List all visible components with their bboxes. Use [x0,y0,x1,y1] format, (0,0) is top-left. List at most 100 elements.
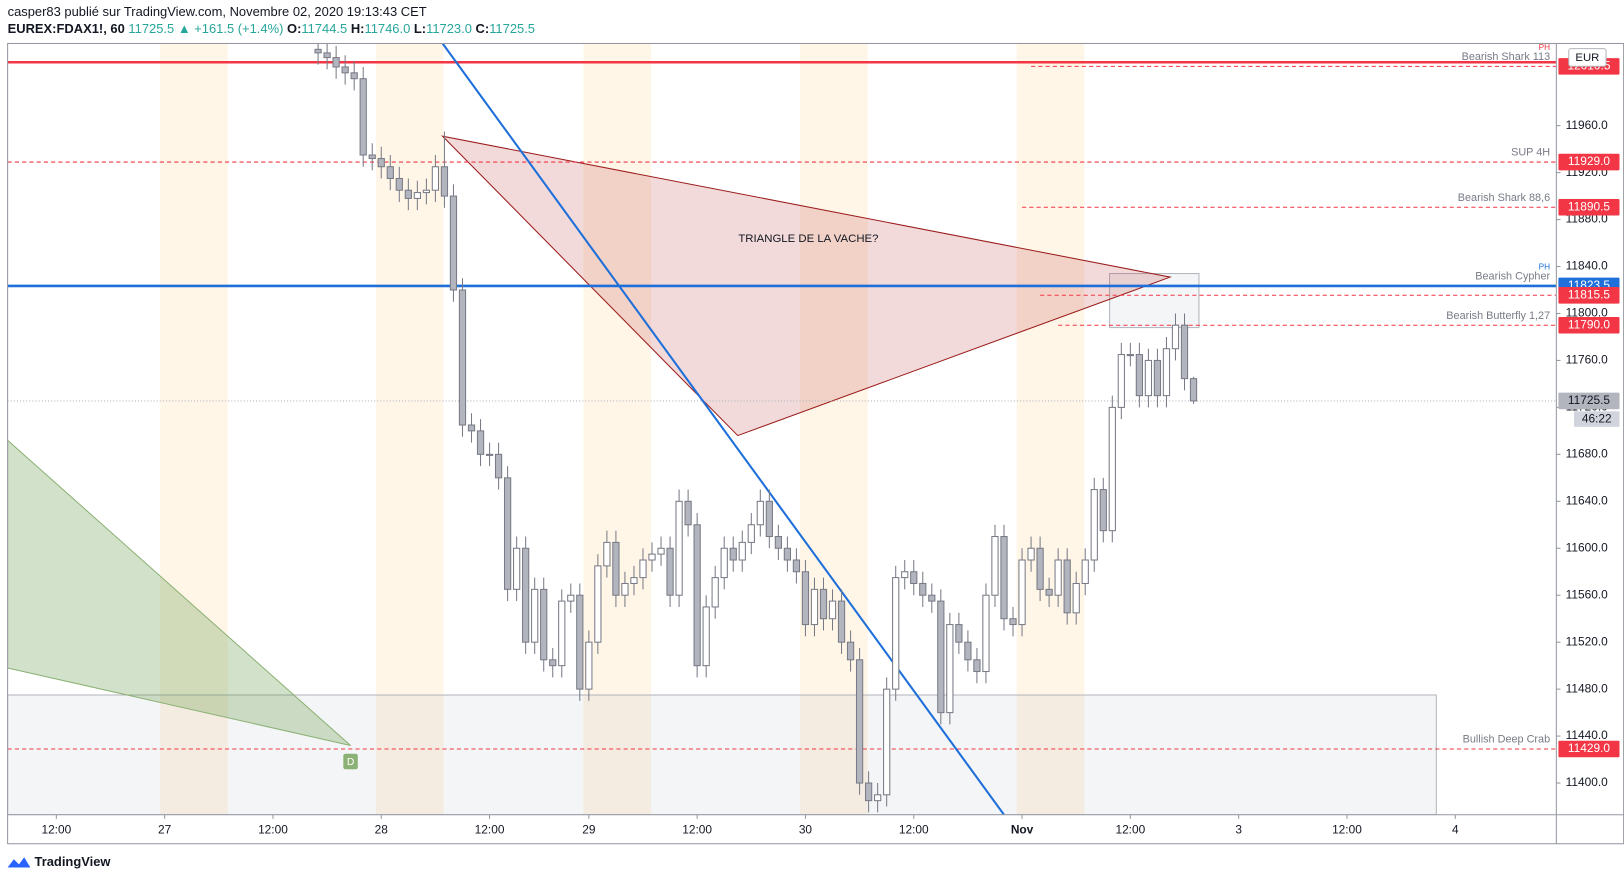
candle-body [892,577,900,690]
candle-body [919,582,927,596]
candle-body [621,582,629,596]
candle-body [1063,559,1071,614]
price-tag-label: 11890.5 [1568,199,1610,213]
y-tick-label: 11840.0 [1566,259,1608,273]
symbol-line: EUREX:FDAX1!, 60 11725.5 ▲ +161.5 (+1.4%… [8,21,535,36]
x-tick-label: 12:00 [475,822,505,836]
candle-body [567,594,575,602]
currency: EUR [1575,52,1599,64]
brand: TradingView [35,854,112,869]
candle-body [792,559,801,573]
candle-body [720,547,728,579]
ohlc-value: 11744.5 [301,21,347,36]
candle-body [549,659,557,667]
candle-body [522,547,530,643]
candle-body [1108,406,1116,532]
author-line: casper83 publié sur TradingView.com, Nov… [8,4,427,19]
session-shade [160,43,228,815]
candle-body [1135,354,1144,397]
candle-body [901,571,909,579]
candle-body [648,553,656,561]
candle-body [1171,324,1180,350]
candle-body [964,641,972,661]
y-tick-label: 11960.0 [1566,118,1608,132]
logo-icon [7,857,31,868]
level-name: SUP 4H [1511,147,1550,159]
x-tick-label: 3 [1235,822,1242,836]
ohlc-value: 11723.0 [426,21,472,36]
candle-body [513,547,521,590]
y-tick-label: 11680.0 [1566,446,1608,460]
candle-body [386,166,394,179]
candle-body [449,195,458,291]
candle-body [503,477,512,590]
candle-body [783,547,792,561]
candle-body [1072,582,1080,614]
candle-body [874,794,882,802]
candle-body [1117,354,1125,408]
candle-body [955,624,963,643]
candle-body [747,524,755,543]
y-tick-label: 11600.0 [1566,540,1608,554]
candle-body [1054,559,1062,596]
candle-body [413,192,421,199]
y-tick-label: 11480.0 [1566,681,1608,695]
x-tick-label: 12:00 [1332,822,1362,836]
candle-body [937,600,945,714]
candle-body [1144,359,1153,397]
candle-body [765,500,773,538]
change: ▲ +161.5 (+1.4%) [178,21,284,36]
candle-body [910,571,918,584]
candle-body [314,48,322,54]
candle-body [684,500,692,526]
x-tick-label: 29 [582,822,596,836]
candle-body [1189,378,1198,402]
level-name: Bearish Shark 113 [1462,51,1551,63]
candle-body [837,600,846,643]
candle-body [341,66,349,74]
x-tick-label: 12:00 [899,822,929,836]
candle-body [756,500,764,526]
candle-body [395,177,403,191]
level-name: Bearish Shark 88,6 [1458,192,1550,204]
ohlc-label: C: [476,21,490,36]
x-tick-label: 27 [158,822,172,836]
candle-body [1180,324,1189,380]
ohlc-label: H: [351,21,365,36]
price-tag [1558,316,1620,334]
candle-body [332,57,340,68]
candle-body [1000,536,1008,620]
price-tag-label: 11725.5 [1568,393,1610,407]
x-tick-label: 30 [799,822,813,836]
countdown: 46:22 [1582,412,1612,426]
candle-body [1018,559,1026,626]
candle-body [404,189,412,199]
harmonic-marker: D [347,757,354,768]
x-tick-label: Nov [1011,822,1034,836]
candle-body [846,641,855,661]
price-tag [1558,153,1620,171]
candle-body [666,547,674,596]
candle-body [864,782,873,802]
candle-body [774,536,782,549]
candle-body [485,453,494,456]
y-tick-label: 11760.0 [1566,353,1608,367]
x-tick-label: 12:00 [682,822,712,836]
level-name: Bullish Deep Crab [1463,734,1551,746]
candle-body [368,154,376,160]
symbol: EUREX:FDAX1!, 60 [8,21,125,36]
candle-body [810,588,819,626]
price-tag [1558,740,1620,758]
candle-body [1045,588,1053,596]
candle-body [946,624,954,714]
price-tag [1558,392,1620,410]
candle-body [467,424,476,432]
candle-body [828,600,837,620]
candle-body [883,688,891,796]
candle-body [350,72,358,80]
candle-body [1153,359,1162,397]
price-tag-label: 11815.5 [1568,287,1610,301]
y-tick-label: 11800.0 [1566,306,1608,320]
